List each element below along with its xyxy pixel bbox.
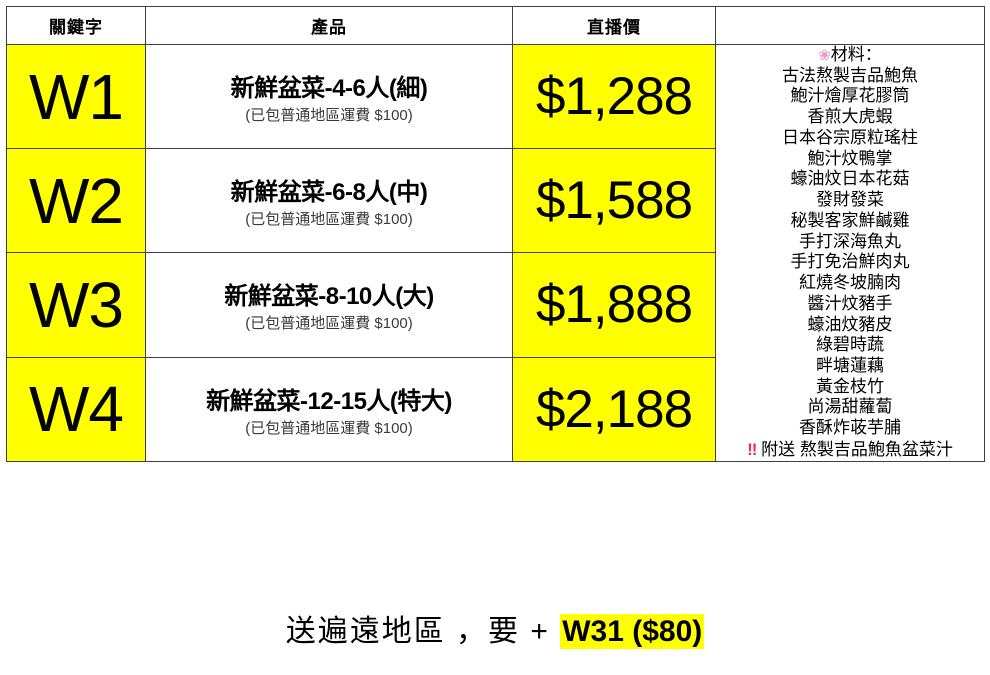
ingredient-item: 古法熬製吉品鮑魚 <box>782 65 918 85</box>
ingredients-title-line: ❀材料： <box>716 45 984 66</box>
ingredient-item: 黃金枝竹 <box>816 376 884 396</box>
table-row: W1 新鮮盆菜-4-6人(細) (已包普通地區運費 $100) $1,288 ❀… <box>6 43 985 462</box>
row-product-w1: 新鮮盆菜-4-6人(細) (已包普通地區運費 $100) <box>145 43 513 150</box>
product-price-table: 關鍵字 產品 直播價 W1 新鮮盆菜-4-6人(細) (已包普通地區運費 $10… <box>6 6 985 462</box>
ingredient-item: 醬汁炆豬手 <box>807 293 893 313</box>
ingredient-item: 蠔油炆豬皮 <box>807 314 893 334</box>
row-price-w1: $1,288 <box>512 43 716 150</box>
product-name: 新鮮盆菜-12-15人(特大) <box>206 387 452 415</box>
header-keyword: 關鍵字 <box>6 6 146 45</box>
row-keyword-w3: W3 <box>6 252 146 358</box>
ingredient-item: 尚湯甜蘿蔔 <box>807 397 893 417</box>
header-live-price: 直播價 <box>512 6 716 45</box>
ingredients-cell: ❀材料： 古法熬製吉品鮑魚 鮑汁燴厚花膠筒 香煎大虎蝦 日本谷宗原粒瑤柱 鮑汁炆… <box>715 44 985 462</box>
product-shipping-note: (已包普通地區運費 $100) <box>245 315 413 333</box>
ingredients-title: 材料： <box>830 45 882 64</box>
row-product-w4: 新鮮盆菜-12-15人(特大) (已包普通地區運費 $100) <box>145 356 513 462</box>
ingredient-item: 手打免治鮮肉丸 <box>790 252 910 272</box>
double-exclamation-icon: ‼ <box>747 439 757 459</box>
product-shipping-note: (已包普通地區運費 $100) <box>245 107 413 125</box>
ingredient-item: 日本谷宗原粒瑤柱 <box>782 127 918 147</box>
product-shipping-note: (已包普通地區運費 $100) <box>245 419 413 437</box>
footer-text: 送遍遠地區 ，要 + <box>285 615 561 648</box>
row-keyword-w4: W4 <box>6 356 146 462</box>
cherry-blossom-icon: ❀ <box>818 47 831 64</box>
row-price-w3: $1,888 <box>512 252 716 358</box>
ingredient-item: 綠碧時蔬 <box>816 335 884 355</box>
table-row: W4 新鮮盆菜-12-15人(特大) (已包普通地區運費 $100) $2,18… <box>6 356 985 462</box>
footer-keyword-highlight: W31 ($80) <box>560 614 705 649</box>
row-keyword-w1: W1 <box>6 43 146 150</box>
ingredient-item: 發財發菜 <box>816 190 884 210</box>
product-name: 新鮮盆菜-4-6人(細) <box>230 75 428 103</box>
ingredient-item: 香煎大虎蝦 <box>807 107 893 127</box>
remote-area-footer: 送遍遠地區 ，要 + W31 ($80) <box>0 606 990 650</box>
ingredient-item: 紅燒冬坡腩肉 <box>799 273 901 293</box>
row-price-w4: $2,188 <box>512 356 716 462</box>
row-keyword-w2: W2 <box>6 148 146 254</box>
table-row: W2 新鮮盆菜-6-8人(中) (已包普通地區運費 $100) $1,588 <box>6 148 985 254</box>
ingredient-item: 手打深海魚丸 <box>799 231 901 251</box>
product-shipping-note: (已包普通地區運費 $100) <box>245 211 413 229</box>
bonus-note-text: 附送 熬製吉品鮑魚盆菜汁 <box>761 439 953 459</box>
ingredient-item: 蠔油炆日本花菇 <box>790 169 910 189</box>
ingredients-bonus-note: ‼ 附送 熬製吉品鮑魚盆菜汁 <box>716 440 984 461</box>
row-product-w2: 新鮮盆菜-6-8人(中) (已包普通地區運費 $100) <box>145 148 513 254</box>
product-name: 新鮮盆菜-6-8人(中) <box>230 179 428 207</box>
ingredient-item: 畔塘蓮藕 <box>816 356 884 376</box>
ingredient-item: 鮑汁炆鴨掌 <box>807 148 893 168</box>
header-product: 產品 <box>145 6 513 45</box>
ingredient-item: 鮑汁燴厚花膠筒 <box>790 86 910 106</box>
row-product-w3: 新鮮盆菜-8-10人(大) (已包普通地區運費 $100) <box>145 252 513 358</box>
ingredient-item: 秘製客家鮮鹹雞 <box>790 210 910 230</box>
table-row: W3 新鮮盆菜-8-10人(大) (已包普通地區運費 $100) $1,888 <box>6 252 985 358</box>
ingredient-item: 香酥炸荍芋脯 <box>799 418 901 438</box>
header-blank <box>715 6 985 45</box>
product-name: 新鮮盆菜-8-10人(大) <box>224 283 434 311</box>
table-header-row: 關鍵字 產品 直播價 <box>6 6 985 45</box>
row-price-w2: $1,588 <box>512 148 716 254</box>
